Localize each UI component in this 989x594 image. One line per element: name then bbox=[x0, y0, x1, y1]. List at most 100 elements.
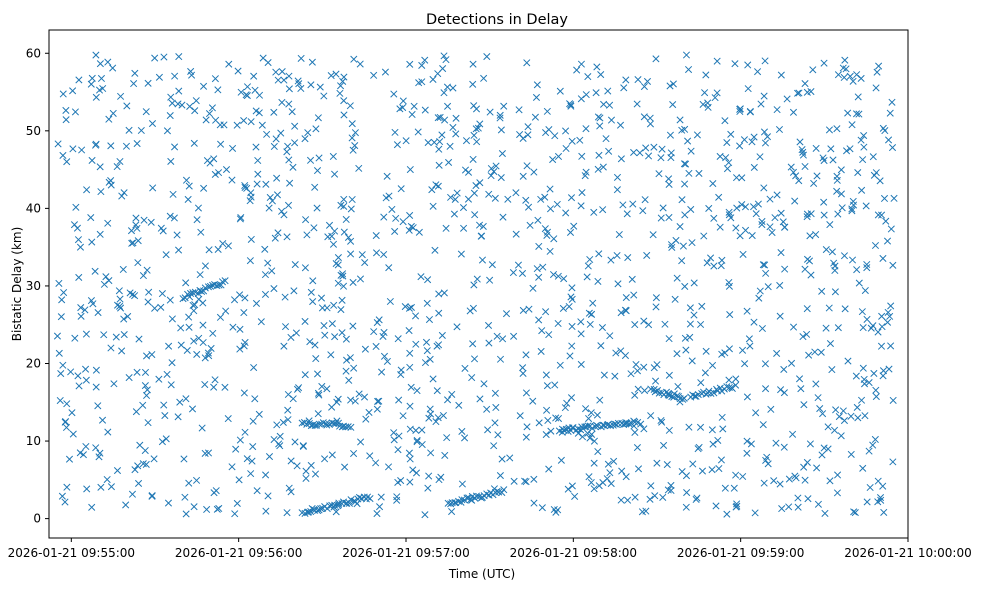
data-point bbox=[697, 379, 705, 387]
data-point bbox=[494, 431, 502, 439]
data-point bbox=[294, 77, 302, 85]
x-tick-label: 2026-01-21 09:57:00 bbox=[342, 546, 469, 560]
data-point bbox=[766, 223, 774, 231]
data-point bbox=[97, 74, 106, 83]
data-point bbox=[701, 369, 709, 377]
data-point bbox=[665, 426, 673, 434]
data-point bbox=[228, 463, 236, 471]
data-point bbox=[700, 232, 708, 240]
data-point bbox=[642, 144, 650, 152]
data-point bbox=[185, 323, 193, 331]
data-point bbox=[695, 169, 703, 178]
data-point bbox=[531, 113, 539, 121]
data-point bbox=[67, 368, 75, 376]
data-point bbox=[869, 153, 877, 161]
data-point bbox=[125, 126, 133, 134]
data-point bbox=[232, 445, 240, 453]
data-point bbox=[522, 433, 530, 441]
data-point bbox=[250, 72, 258, 80]
data-point bbox=[186, 102, 194, 110]
data-point bbox=[449, 84, 457, 92]
data-point bbox=[606, 422, 615, 430]
data-point bbox=[878, 211, 886, 219]
data-point bbox=[763, 133, 772, 141]
data-point bbox=[613, 173, 622, 181]
data-point bbox=[344, 233, 353, 241]
data-point bbox=[94, 309, 102, 317]
data-point bbox=[499, 213, 507, 221]
data-point bbox=[485, 339, 493, 347]
data-point bbox=[224, 415, 232, 423]
data-point bbox=[413, 436, 421, 444]
data-point bbox=[653, 361, 661, 369]
data-point bbox=[651, 492, 659, 500]
data-point bbox=[816, 404, 824, 413]
data-point bbox=[222, 307, 230, 315]
data-point bbox=[340, 111, 348, 119]
data-point bbox=[686, 320, 694, 328]
data-point bbox=[500, 102, 508, 110]
data-point bbox=[585, 309, 593, 317]
data-point bbox=[309, 277, 317, 285]
data-point bbox=[538, 504, 546, 512]
data-point bbox=[285, 72, 293, 80]
data-point bbox=[529, 397, 537, 405]
data-point bbox=[708, 361, 717, 369]
data-point bbox=[55, 349, 63, 357]
data-point bbox=[255, 410, 263, 418]
data-point bbox=[834, 210, 842, 218]
data-point bbox=[190, 139, 198, 147]
data-point bbox=[476, 395, 484, 403]
data-point bbox=[150, 455, 158, 463]
data-point bbox=[207, 344, 215, 352]
data-point bbox=[406, 363, 414, 371]
data-point bbox=[397, 366, 405, 374]
data-point bbox=[619, 201, 627, 209]
data-point bbox=[492, 403, 500, 412]
data-point bbox=[673, 274, 681, 282]
data-point bbox=[413, 387, 421, 395]
data-point bbox=[168, 315, 176, 323]
data-point bbox=[789, 108, 798, 116]
data-point bbox=[542, 431, 550, 439]
data-point bbox=[541, 225, 549, 233]
data-point bbox=[333, 398, 341, 406]
data-point bbox=[94, 402, 102, 410]
data-point bbox=[564, 485, 572, 493]
data-point bbox=[546, 185, 554, 193]
data-point bbox=[863, 315, 871, 323]
data-point bbox=[694, 445, 702, 453]
data-point bbox=[305, 417, 313, 425]
data-point bbox=[316, 83, 324, 91]
data-point bbox=[92, 140, 100, 148]
data-point bbox=[709, 180, 717, 188]
data-point bbox=[490, 442, 498, 450]
data-point bbox=[820, 211, 828, 219]
data-point bbox=[375, 316, 383, 324]
data-point bbox=[563, 399, 571, 407]
data-point bbox=[249, 417, 257, 425]
data-point bbox=[819, 410, 827, 418]
data-point bbox=[502, 310, 511, 318]
data-point bbox=[421, 106, 429, 114]
data-point bbox=[425, 414, 433, 422]
data-point bbox=[200, 184, 208, 192]
data-point bbox=[469, 80, 477, 88]
data-point bbox=[347, 250, 355, 258]
data-point bbox=[568, 284, 576, 292]
data-point bbox=[120, 189, 128, 197]
data-point bbox=[515, 106, 523, 114]
data-point bbox=[376, 503, 384, 511]
data-point bbox=[62, 106, 70, 115]
data-point bbox=[523, 162, 531, 170]
data-point bbox=[512, 189, 520, 197]
data-point bbox=[351, 142, 359, 150]
data-point bbox=[574, 429, 582, 437]
data-point bbox=[776, 312, 784, 320]
data-point bbox=[413, 438, 421, 446]
data-point bbox=[241, 428, 249, 436]
data-point bbox=[71, 108, 79, 116]
data-point bbox=[558, 425, 567, 433]
data-point bbox=[597, 71, 605, 79]
